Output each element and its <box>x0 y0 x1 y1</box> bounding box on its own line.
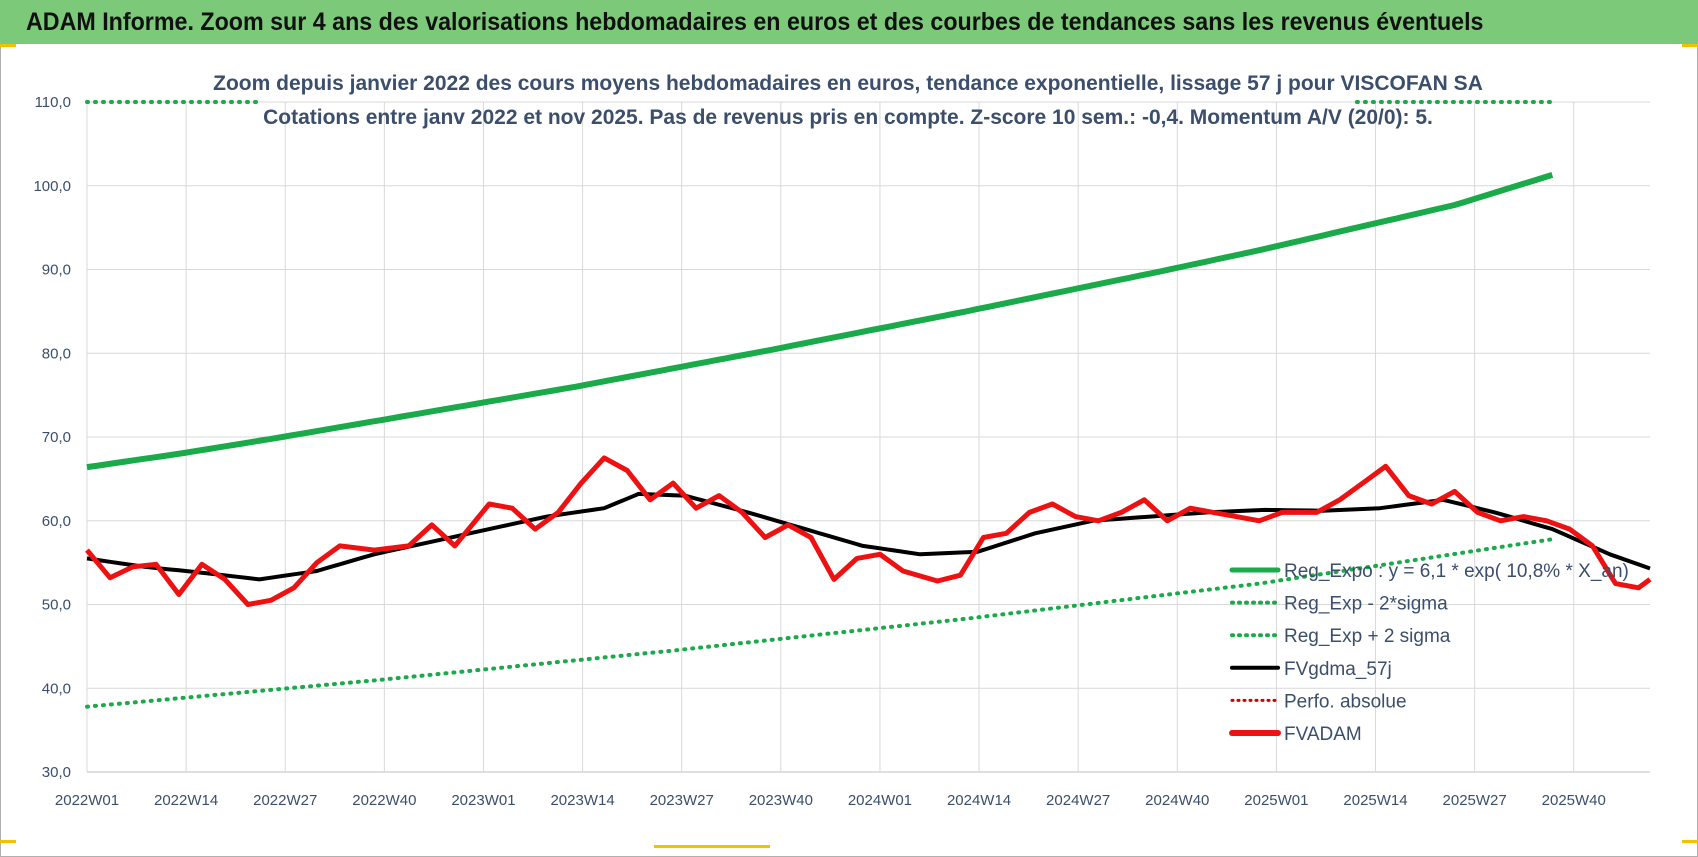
y-tick-label: 100,0 <box>33 178 71 195</box>
y-tick-label: 50,0 <box>42 597 71 614</box>
legend: Reg_Expo : y = 6,1 * exp( 10,8% * X_an) R… <box>1229 561 1629 745</box>
legend-label: Perfo. absolue <box>1284 691 1407 712</box>
x-tick-label: 2023W14 <box>550 792 614 809</box>
frame-corner-bl <box>0 840 16 843</box>
report-banner: ADAM Informe. Zoom sur 4 ans des valoris… <box>0 0 1698 44</box>
x-tick-label: 2024W01 <box>848 792 912 809</box>
y-tick-label: 80,0 <box>42 345 71 362</box>
x-tick-label: 2024W14 <box>947 792 1011 809</box>
y-tick-label: 30,0 <box>42 764 71 781</box>
series-reg-expo <box>86 172 1554 471</box>
legend-label: FVADAM <box>1284 724 1362 745</box>
series-reg-exp-minus-2sigma <box>85 537 1555 709</box>
legend-label: Reg_Exp - 2*sigma <box>1284 594 1448 615</box>
x-tick-label: 2022W14 <box>154 792 218 809</box>
x-tick-label: 2024W27 <box>1046 792 1110 809</box>
x-tick-label: 2023W27 <box>650 792 714 809</box>
x-tick-label: 2024W40 <box>1145 792 1209 809</box>
y-tick-label: 60,0 <box>42 513 71 530</box>
y-tick-label: 40,0 <box>42 680 71 697</box>
x-tick-label: 2023W01 <box>451 792 515 809</box>
x-axis-ticks: 2022W01 2022W14 2022W27 2022W40 2023W01 2023W… <box>55 792 1606 809</box>
series-fvgdma-57j <box>86 491 1651 582</box>
legend-label: Reg_Exp + 2 sigma <box>1284 626 1451 647</box>
x-tick-label: 2025W01 <box>1244 792 1308 809</box>
x-tick-label: 2025W27 <box>1443 792 1507 809</box>
frame-bottom-accent <box>654 845 770 848</box>
x-tick-label: 2025W40 <box>1542 792 1606 809</box>
legend-label: FVgdma_57j <box>1284 659 1392 680</box>
report-banner-title: ADAM Informe. Zoom sur 4 ans des valoris… <box>26 8 1484 36</box>
x-tick-label: 2022W27 <box>253 792 317 809</box>
y-tick-label: 90,0 <box>42 262 71 279</box>
x-tick-label: 2022W40 <box>352 792 416 809</box>
x-tick-label: 2023W40 <box>749 792 813 809</box>
banner-corner-left <box>0 44 16 47</box>
x-tick-label: 2025W14 <box>1343 792 1407 809</box>
chart-title-line-1: Zoom depuis janvier 2022 des cours moyen… <box>213 72 1483 95</box>
y-tick-label: 110,0 <box>35 94 71 111</box>
banner-corner-right <box>1682 44 1698 47</box>
legend-label: Reg_Expo : y = 6,1 * exp( 10,8% * X_an) <box>1284 561 1629 582</box>
grid-lines <box>86 101 1650 773</box>
y-axis-ticks: 30,0 40,0 50,0 60,0 70,0 80,0 90,0 100,0 110,0 <box>33 94 71 781</box>
chart-title-line-2: Cotations entre janv 2022 et nov 2025. P… <box>263 106 1433 129</box>
y-tick-label: 70,0 <box>42 429 71 446</box>
series-lines <box>85 100 1652 709</box>
x-tick-label: 2022W01 <box>55 792 119 809</box>
frame-corner-br <box>1682 840 1698 843</box>
series-fvadam <box>85 455 1652 607</box>
